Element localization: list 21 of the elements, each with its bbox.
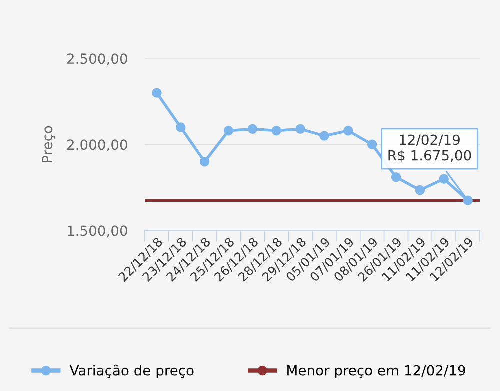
y-axis-title: Preço xyxy=(42,126,56,162)
legend-label: Menor preço em 12/02/19 xyxy=(288,365,466,378)
point xyxy=(200,157,210,167)
point xyxy=(152,88,162,98)
point xyxy=(224,126,234,136)
point xyxy=(439,174,449,184)
y-tick-label: 2.500,00 xyxy=(68,54,128,66)
point xyxy=(248,124,258,134)
point xyxy=(176,122,186,132)
point xyxy=(320,131,330,141)
point xyxy=(415,185,426,196)
point xyxy=(391,172,402,182)
point xyxy=(272,126,282,136)
point xyxy=(367,140,378,150)
annotation: 12/02/19 R$ 1.675,00 xyxy=(388,134,472,163)
legend-label: Variação de preço xyxy=(70,364,194,378)
point xyxy=(296,124,306,134)
y-tick-label: 1.500,00 xyxy=(68,226,128,238)
point xyxy=(344,126,354,136)
point xyxy=(463,196,473,206)
y-tick-label: 2.000,00 xyxy=(68,140,128,152)
